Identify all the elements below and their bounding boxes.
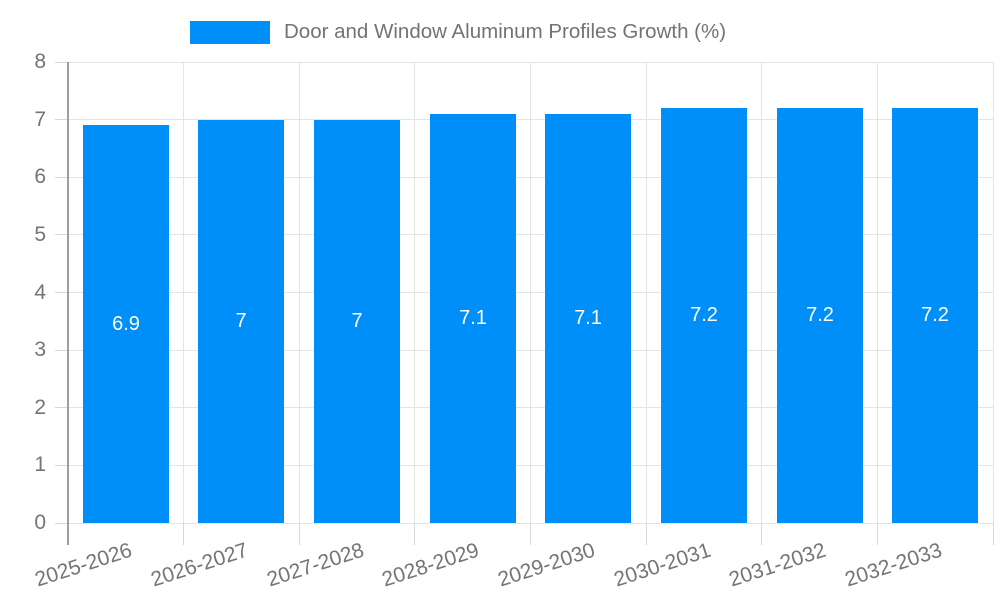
x-axis-tick xyxy=(876,523,878,545)
y-axis-tick xyxy=(55,119,68,121)
y-axis-tick-label: 2 xyxy=(34,395,46,419)
x-axis-tick-label: 2026-2027 xyxy=(148,538,251,592)
gridline-vertical xyxy=(992,62,994,523)
y-axis-line xyxy=(67,62,69,545)
bar[interactable]: 7 xyxy=(198,120,284,523)
bar[interactable]: 7 xyxy=(314,120,400,523)
x-axis-tick xyxy=(298,523,300,545)
bar[interactable]: 7.2 xyxy=(661,108,747,523)
legend-label: Door and Window Aluminum Profiles Growth… xyxy=(284,20,727,43)
y-axis-tick-label: 8 xyxy=(34,50,46,73)
y-axis-tick xyxy=(55,522,68,524)
y-axis-tick xyxy=(55,407,68,409)
y-axis-tick xyxy=(55,234,68,236)
y-axis-tick-label: 7 xyxy=(34,107,46,131)
x-axis-tick-label: 2028-2029 xyxy=(379,538,483,592)
bar[interactable]: 6.9 xyxy=(83,125,169,523)
gridline-vertical xyxy=(530,62,531,523)
x-axis-tick-label: 2031-2032 xyxy=(726,538,829,592)
bar-value-label: 7.1 xyxy=(574,307,602,329)
bar-value-label: 7.2 xyxy=(921,304,949,326)
bar-value-label: 7 xyxy=(351,310,363,332)
bar[interactable]: 7.1 xyxy=(430,114,516,523)
bar-value-label: 7.2 xyxy=(690,304,718,326)
y-axis-tick-label: 0 xyxy=(34,511,46,534)
y-axis-tick-label: 6 xyxy=(34,165,46,189)
bar[interactable]: 7.2 xyxy=(777,108,863,523)
bar-value-label: 6.9 xyxy=(112,312,140,335)
y-axis-tick-label: 3 xyxy=(34,338,46,362)
x-axis-tick xyxy=(645,523,647,545)
x-axis-tick-label: 2025-2026 xyxy=(32,538,136,592)
legend-item[interactable]: Door and Window Aluminum Profiles Growth… xyxy=(190,20,726,44)
y-axis-tick-label: 5 xyxy=(34,222,46,246)
bar-value-label: 7 xyxy=(235,310,247,332)
x-axis-tick xyxy=(761,523,763,545)
bar[interactable]: 7.2 xyxy=(892,108,978,523)
gridline-vertical xyxy=(414,62,416,523)
y-axis-tick-label: 1 xyxy=(34,453,46,477)
y-axis-tick xyxy=(55,176,68,178)
y-axis-tick xyxy=(55,292,68,293)
bar-value-label: 7.1 xyxy=(459,307,487,329)
bar[interactable]: 7.1 xyxy=(545,114,631,523)
bar-value-label: 7.2 xyxy=(806,304,834,326)
gridline-vertical xyxy=(761,62,763,523)
gridline-vertical xyxy=(298,62,300,523)
x-axis-tick xyxy=(183,523,185,545)
y-axis-tick-label: 4 xyxy=(34,280,46,304)
legend-color-swatch xyxy=(190,20,270,44)
x-axis-tick-label: 2027-2028 xyxy=(263,538,367,592)
y-axis-tick xyxy=(55,349,68,351)
x-axis-tick xyxy=(530,523,531,545)
x-axis-tick-label: 2029-2030 xyxy=(495,538,598,592)
x-axis-tick-label: 2032-2033 xyxy=(841,538,945,592)
x-axis-tick xyxy=(992,523,994,545)
gridline-vertical xyxy=(183,62,185,523)
gridline-vertical xyxy=(645,62,647,523)
gridline-vertical xyxy=(876,62,878,523)
y-axis-tick xyxy=(55,61,68,63)
y-axis-tick xyxy=(55,464,68,466)
x-axis-tick xyxy=(414,523,416,545)
x-axis-tick-label: 2030-2031 xyxy=(610,538,714,592)
